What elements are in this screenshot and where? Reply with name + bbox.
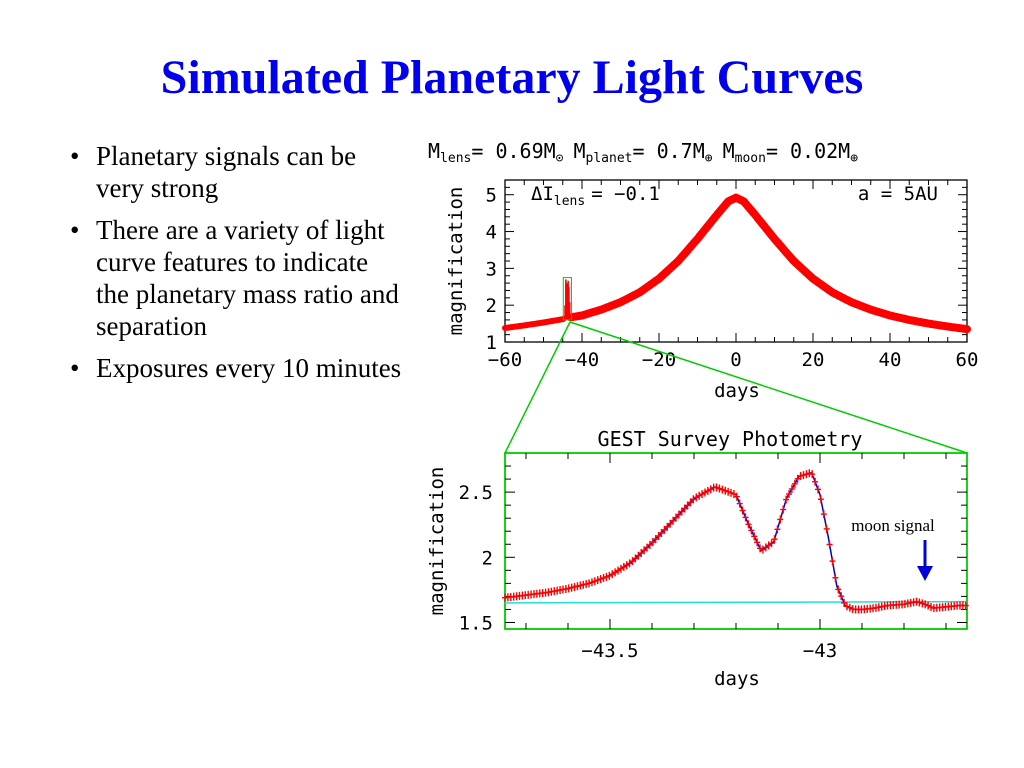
x-tick-label: −43.5 bbox=[581, 640, 638, 662]
y-tick-label: 1 bbox=[486, 332, 497, 354]
top-chart-y-axis-label: magnification bbox=[445, 187, 467, 336]
x-tick-label: −43 bbox=[803, 640, 837, 662]
top-chart-annotation-separation: a = 5AU bbox=[858, 183, 938, 205]
bottom-chart-y-axis-label: magnification bbox=[426, 467, 448, 616]
bullet-item: There are a variety of light curve featu… bbox=[70, 214, 405, 342]
x-tick-label: 40 bbox=[879, 349, 902, 371]
moon-signal-label: moon signal bbox=[851, 516, 935, 535]
top-series-line bbox=[502, 315, 567, 331]
bullet-item: Planetary signals can be very strong bbox=[70, 140, 405, 204]
x-tick-label: 60 bbox=[956, 349, 979, 371]
x-tick-label: 0 bbox=[730, 349, 741, 371]
top-chart-series bbox=[502, 193, 971, 334]
y-tick-label: 2 bbox=[486, 295, 497, 317]
bottom-chart-x-axis-label: days bbox=[714, 668, 760, 690]
top-chart-ticks bbox=[504, 180, 968, 343]
arrow-head bbox=[917, 566, 933, 581]
x-tick-label: −60 bbox=[488, 349, 522, 371]
y-tick-label: 4 bbox=[486, 222, 497, 244]
bottom-chart-y-tick-labels: 1.5 2 2.5 bbox=[459, 482, 493, 634]
y-tick-label: 5 bbox=[486, 185, 497, 207]
moon-signal-arrow-icon bbox=[917, 540, 933, 581]
zoom-line-right bbox=[569, 321, 968, 454]
y-tick-label: 2.5 bbox=[459, 482, 493, 504]
top-chart-x-tick-labels: −60 −40 −20 0 20 40 60 bbox=[488, 349, 979, 371]
top-chart-annotation-dI: ΔIlens = −0.1 bbox=[531, 183, 660, 209]
bottom-chart-x-tick-labels: −43.5 −43 bbox=[581, 640, 837, 662]
top-series-line bbox=[566, 193, 971, 334]
slide-title: Simulated Planetary Light Curves bbox=[160, 51, 864, 104]
x-tick-label: −20 bbox=[642, 349, 676, 371]
zoom-region-marker bbox=[562, 277, 572, 321]
header-mass-parameters: Mlens= 0.69M⊙ Mplanet= 0.7M⊕ Mmoon= 0.02M⊕ bbox=[428, 139, 858, 166]
top-chart-x-axis-label: days bbox=[714, 380, 760, 402]
bottom-chart-series bbox=[502, 469, 969, 614]
y-tick-label: 2 bbox=[482, 547, 493, 569]
x-tick-label: −40 bbox=[565, 349, 599, 371]
bullet-list: Planetary signals can be very strong The… bbox=[70, 140, 405, 394]
y-tick-label: 3 bbox=[486, 258, 497, 280]
zoom-line-left bbox=[504, 321, 571, 454]
y-tick-label: 1.5 bbox=[459, 612, 493, 634]
baseline-line bbox=[504, 600, 968, 604]
x-tick-label: 20 bbox=[802, 349, 825, 371]
top-chart-y-tick-labels: 1 2 3 4 5 bbox=[486, 185, 497, 354]
bottom-chart-title: GEST Survey Photometry bbox=[598, 427, 863, 451]
bullet-item: Exposures every 10 minutes bbox=[70, 352, 405, 384]
